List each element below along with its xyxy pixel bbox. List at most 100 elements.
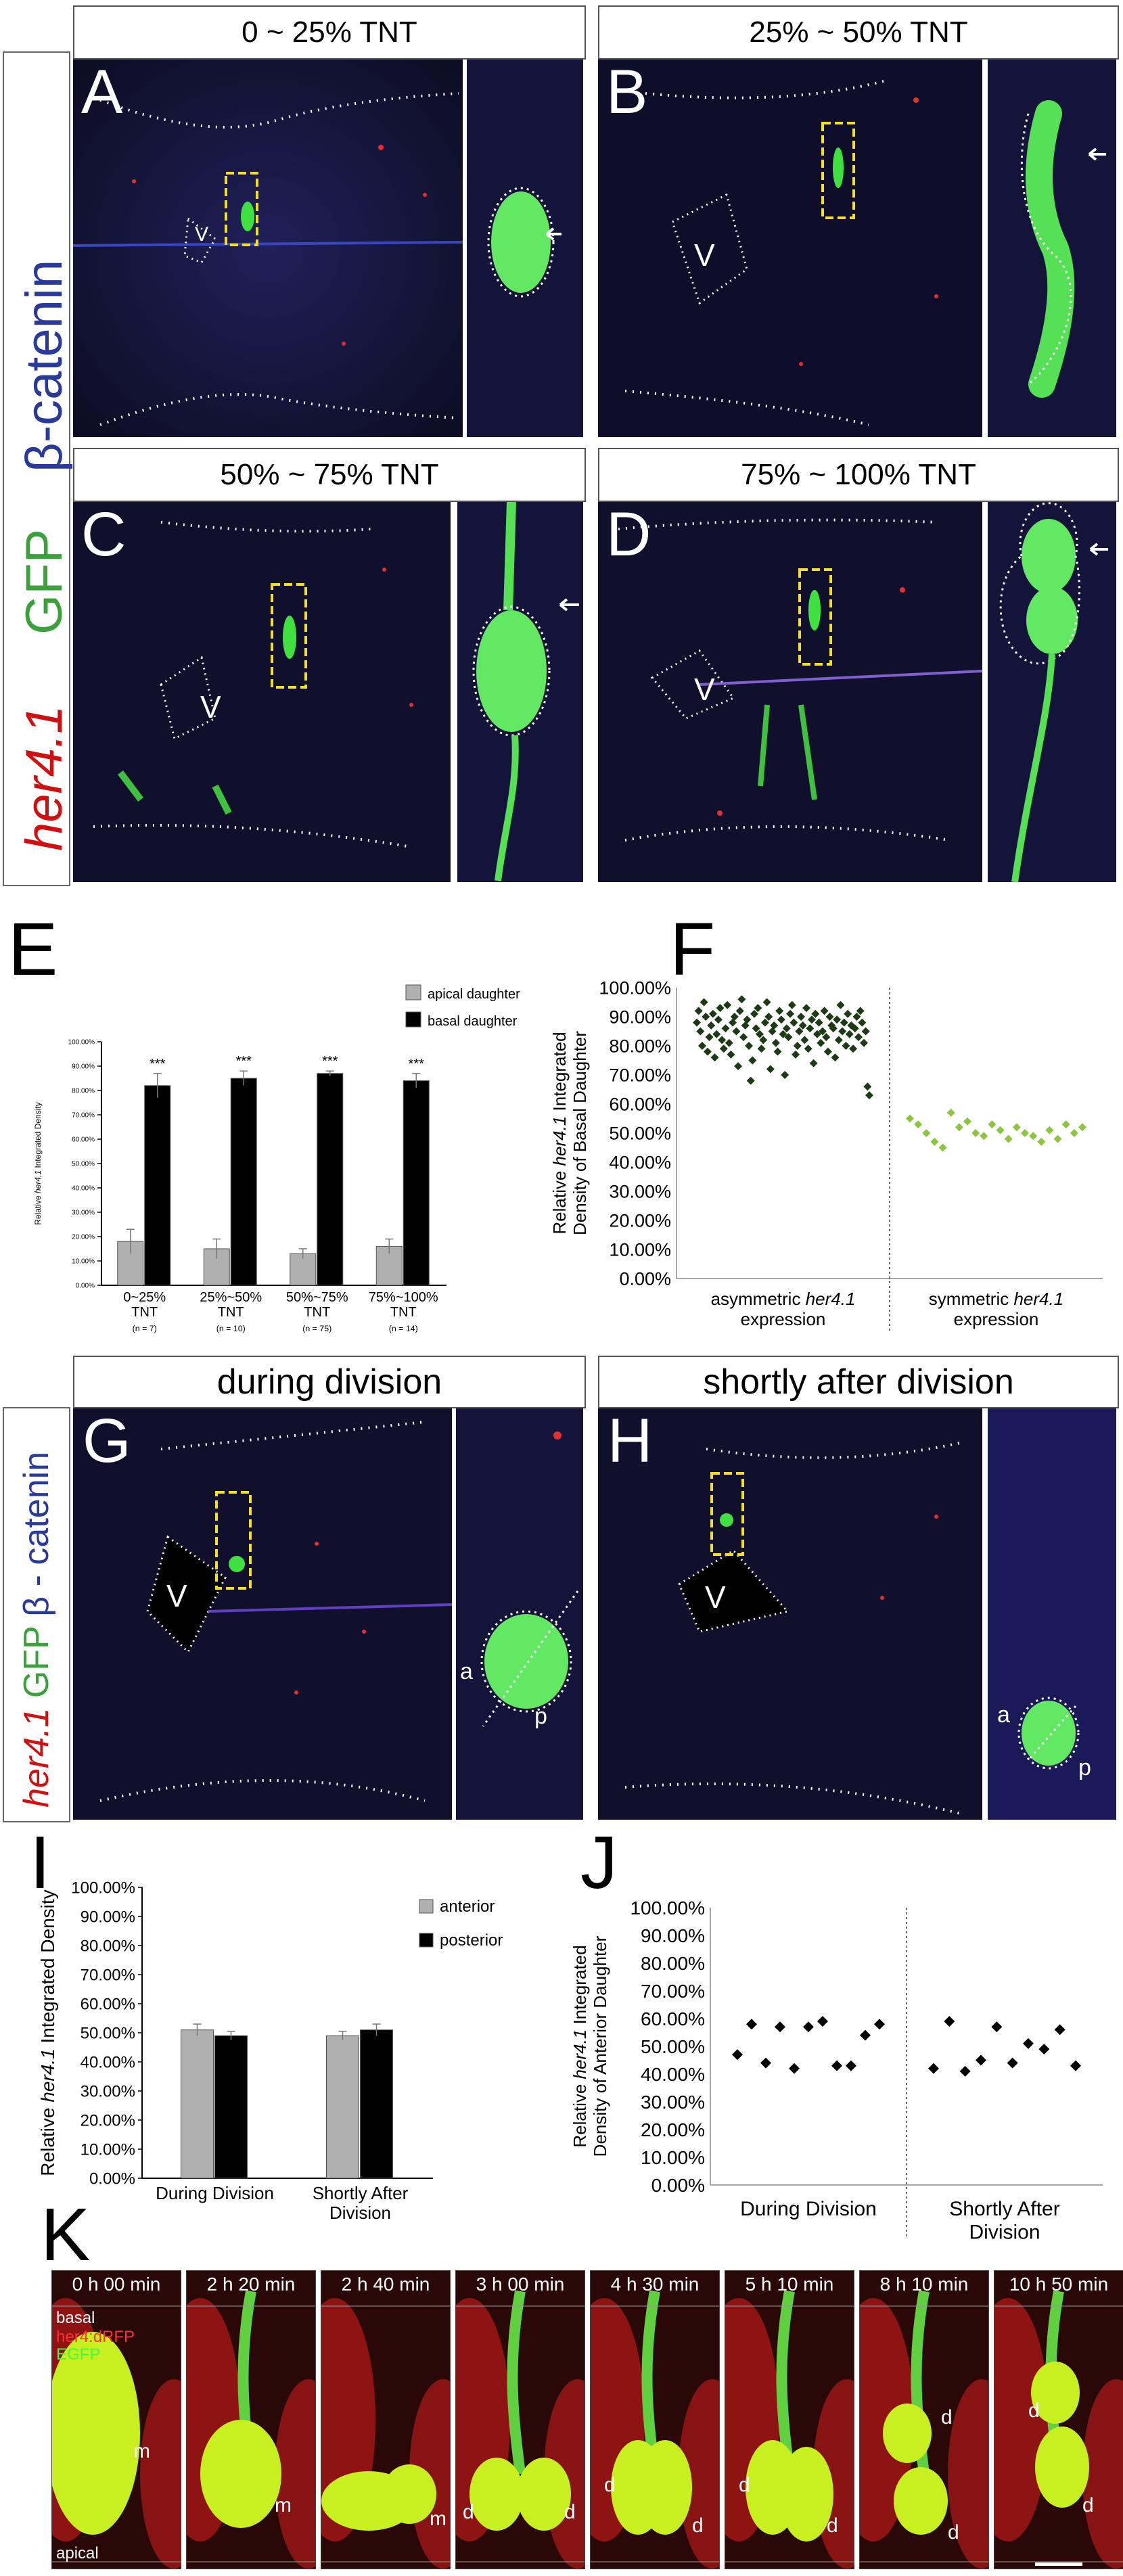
y-tick-label: 0.00% <box>76 1283 95 1290</box>
x-tick-label: Division <box>329 2203 391 2223</box>
micrograph-h: H V <box>598 1408 982 1820</box>
data-point <box>858 1018 867 1027</box>
header-panel-g: during division <box>73 1356 586 1408</box>
micrograph-a-inset <box>467 60 583 437</box>
micrograph-h-inset: a p <box>988 1408 1116 1820</box>
micrograph-b-inset <box>988 60 1116 437</box>
y-tick-label: 10.00% <box>609 1239 671 1260</box>
panel-letter-f: F <box>670 908 716 991</box>
data-point <box>806 1024 815 1033</box>
ventricle-label-a: V <box>195 223 209 246</box>
y-tick-label: 50.00% <box>72 1161 95 1168</box>
data-point <box>777 1015 785 1024</box>
data-point <box>831 2060 842 2071</box>
chart-i: 0.00% 10.00% 20.00% 30.00% 40.00% 50.00% 60.00… <box>14 1867 568 2246</box>
legend-label: apical daughter <box>428 987 520 1002</box>
data-point <box>860 1038 869 1047</box>
group-label: asymmetric her4.1 <box>711 1289 856 1309</box>
y-tick-label: 20.00% <box>81 2111 135 2130</box>
data-point <box>759 1036 768 1044</box>
y-tick-label: 0.00% <box>651 2175 705 2196</box>
ventricle-label-c: V <box>200 689 221 724</box>
bar <box>144 1085 171 1286</box>
panel-letter-b: B <box>606 60 648 127</box>
data-point <box>746 1076 755 1085</box>
data-point <box>789 1018 798 1027</box>
data-point <box>863 1082 872 1091</box>
data-point <box>732 2049 743 2061</box>
side-label-gh-gfp: GFP <box>17 1616 56 1708</box>
timelapse-frame: 10 h 50 min d d <box>994 2270 1123 2569</box>
daughter-cell-label: d <box>739 2474 750 2496</box>
y-tick-label: 60.00% <box>609 1094 671 1114</box>
y-axis-label: Relative her4.1 Integrated <box>549 1032 570 1234</box>
data-point <box>696 1027 705 1036</box>
data-point <box>700 998 708 1007</box>
bar <box>181 2029 214 2179</box>
data-point <box>823 1047 832 1056</box>
y-tick-label: 30.00% <box>641 2092 705 2113</box>
data-point <box>802 1004 811 1013</box>
legend-swatch <box>419 1899 434 1914</box>
data-point <box>1007 2057 1018 2069</box>
data-point <box>714 1015 723 1024</box>
data-point <box>988 1120 996 1129</box>
significance-label: *** <box>236 1054 252 1069</box>
data-point <box>959 2065 971 2077</box>
y-tick-label: 20.00% <box>641 2119 705 2140</box>
data-point <box>757 1044 766 1053</box>
data-point <box>800 1036 809 1044</box>
data-point <box>850 1024 859 1033</box>
bar <box>290 1253 317 1286</box>
data-point <box>752 1024 760 1033</box>
legend-label: basal daughter <box>428 1014 518 1029</box>
daughter-cell-label: d <box>1082 2494 1094 2516</box>
daughter-label-a-h: a <box>997 1702 1010 1728</box>
timelapse-timestamp: 0 h 00 min <box>72 2274 161 2295</box>
data-point <box>822 1033 831 1042</box>
x-tick-label: TNT <box>390 1305 417 1320</box>
daughter-label-p-h: p <box>1078 1755 1091 1780</box>
y-tick-label: 30.00% <box>81 2082 135 2100</box>
data-point <box>836 1001 845 1009</box>
data-point <box>815 1018 823 1027</box>
data-point <box>775 2021 785 2033</box>
y-tick-label: 80.00% <box>81 1937 135 1955</box>
data-point <box>971 1129 980 1137</box>
data-point <box>922 1129 931 1137</box>
data-point <box>743 1015 752 1024</box>
panel-letter-i: I <box>30 1821 51 1904</box>
panel-letter-c: C <box>81 502 127 569</box>
y-tick-label: 70.00% <box>609 1065 671 1085</box>
data-point <box>1021 1129 1029 1137</box>
data-point <box>874 2019 885 2030</box>
y-tick-label: 30.00% <box>72 1210 95 1217</box>
timelapse-timestamp: 2 h 40 min <box>341 2274 430 2295</box>
ventricle-label-b: V <box>694 237 715 273</box>
y-tick-label: 100.00% <box>630 1898 705 1918</box>
mother-cell-label: m <box>133 2440 150 2462</box>
data-point <box>773 1047 782 1056</box>
y-tick-label: 100.00% <box>71 1879 135 1897</box>
data-point <box>928 2063 939 2074</box>
side-label-gh: her4.1 GFP β - catenin <box>16 1452 57 1808</box>
data-point <box>734 1062 743 1071</box>
timelapse-timestamp: 4 h 30 min <box>610 2274 700 2295</box>
panel-letter-a: A <box>81 60 123 127</box>
data-point <box>723 1001 732 1009</box>
data-point <box>730 1013 739 1021</box>
data-point <box>906 1114 914 1123</box>
legend-apical: apical <box>56 2544 99 2562</box>
data-point <box>996 1126 1005 1134</box>
data-point <box>914 1120 923 1129</box>
data-point <box>1061 1120 1070 1129</box>
micrograph-g-inset: a p <box>456 1408 583 1820</box>
data-point <box>795 1027 804 1036</box>
y-tick-label: 60.00% <box>81 1995 135 2013</box>
header-panel-h: shortly after division <box>598 1356 1119 1408</box>
data-point <box>694 1007 703 1015</box>
x-tick-label: (n = 7) <box>133 1324 157 1333</box>
data-point <box>732 1027 741 1036</box>
data-point <box>849 1044 858 1053</box>
data-point <box>693 1018 701 1027</box>
